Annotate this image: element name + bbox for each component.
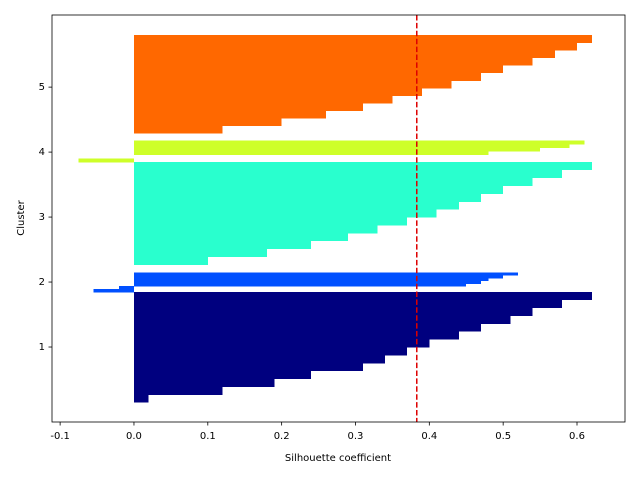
- silhouette-bar: [133, 117, 282, 126]
- y-tick-label: 3: [39, 212, 45, 223]
- silhouette-bar: [133, 185, 504, 194]
- silhouette-bar: [133, 35, 592, 44]
- y-tick-label: 1: [39, 342, 45, 353]
- y-axis-label: Cluster: [16, 199, 27, 235]
- silhouette-bar: [133, 193, 482, 202]
- silhouette-bar: [133, 151, 489, 156]
- silhouette-bar: [133, 307, 533, 316]
- silhouette-bar: [133, 217, 408, 226]
- x-axis-label: Silhouette coefficient: [285, 453, 391, 464]
- silhouette-bar: [133, 57, 533, 66]
- x-tick-label: -0.1: [50, 431, 70, 442]
- silhouette-bar: [133, 125, 223, 134]
- silhouette-bar: [133, 248, 267, 258]
- y-tick-label: 4: [39, 147, 45, 158]
- silhouette-bar: [133, 147, 541, 152]
- x-tick-label: 0.3: [348, 431, 364, 442]
- x-tick-label: 0.0: [126, 431, 142, 442]
- silhouette-bar: [133, 386, 223, 395]
- silhouette-bar: [133, 140, 585, 145]
- silhouette-bar: [133, 299, 563, 309]
- silhouette-bar: [133, 291, 592, 301]
- silhouette-bar: [133, 272, 518, 276]
- silhouette-bar: [133, 224, 378, 234]
- silhouette-bar: [133, 275, 504, 279]
- y-tick-label: 2: [39, 277, 45, 288]
- silhouette-bar: [133, 201, 459, 210]
- silhouette-bar: [133, 161, 592, 171]
- silhouette-bar: [133, 72, 482, 81]
- silhouette-bar: [133, 256, 208, 265]
- silhouette-bar: [133, 354, 386, 364]
- silhouette-bar: [133, 240, 312, 250]
- x-tick-label: 0.5: [495, 431, 511, 442]
- silhouette-bar: [133, 209, 437, 218]
- silhouette-bar: [133, 232, 349, 242]
- silhouette-bar: [93, 289, 134, 293]
- y-tick-label: 5: [39, 82, 45, 93]
- silhouette-bar: [133, 42, 578, 51]
- silhouette-bar: [78, 158, 134, 163]
- silhouette-bar: [133, 280, 482, 284]
- silhouette-bar: [133, 65, 504, 74]
- silhouette-bar: [133, 362, 363, 372]
- x-tick-label: 0.1: [200, 431, 216, 442]
- silhouette-bar: [133, 331, 459, 340]
- silhouette-bar: [133, 378, 275, 387]
- silhouette-bar: [133, 110, 326, 119]
- silhouette-bar: [133, 169, 563, 179]
- silhouette-bar: [133, 177, 533, 187]
- silhouette-bar: [133, 95, 393, 104]
- plot-frame: [51, 14, 626, 423]
- silhouette-bar: [133, 143, 570, 149]
- silhouette-bar: [133, 339, 430, 348]
- silhouette-bar: [133, 87, 422, 96]
- silhouette-bar: [133, 347, 408, 356]
- silhouette-bar: [133, 394, 149, 403]
- silhouette-bar: [133, 80, 452, 89]
- silhouette-bar: [133, 50, 555, 59]
- x-tick-label: 0.6: [569, 431, 585, 442]
- silhouette-bar: [133, 283, 467, 287]
- x-tick-label: 0.2: [274, 431, 290, 442]
- silhouette-bar: [133, 102, 363, 111]
- silhouette-bar: [119, 286, 134, 290]
- silhouette-bar: [133, 323, 482, 332]
- silhouette-bar: [133, 370, 312, 380]
- silhouette-bar: [133, 277, 489, 282]
- silhouette-bar: [133, 315, 511, 324]
- x-tick-label: 0.4: [421, 431, 437, 442]
